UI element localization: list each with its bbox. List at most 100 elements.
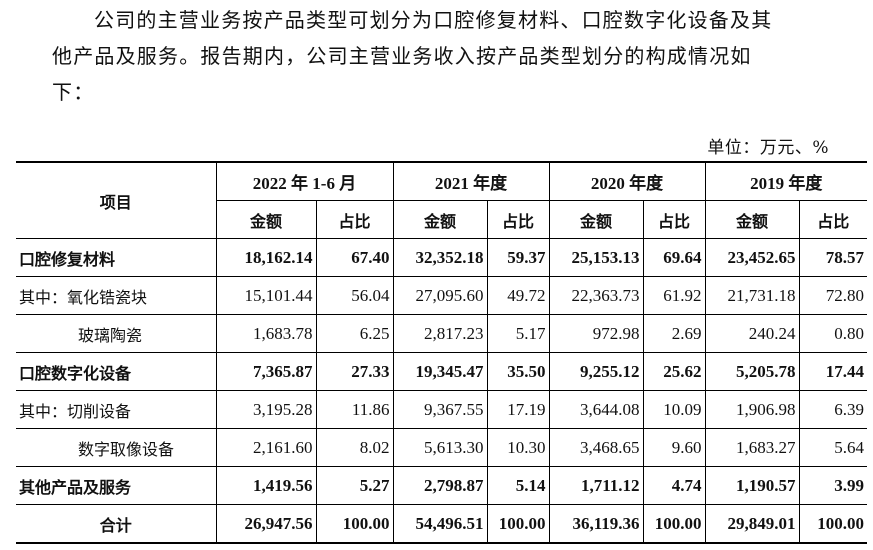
period-header: 2020 年度 xyxy=(548,161,706,201)
amount-cell: 2,798.87 xyxy=(392,466,488,505)
amount-cell: 2,817.23 xyxy=(392,314,488,353)
period-header: 2021 年度 xyxy=(392,161,550,201)
share-cell: 72.80 xyxy=(798,276,868,315)
table-row: 玻璃陶瓷 1,683.78 6.25 2,817.23 5.17 972.98 2.69 24… xyxy=(16,314,868,353)
share-cell: 5.64 xyxy=(798,428,868,467)
amount-cell: 1,906.98 xyxy=(704,390,800,429)
amount-cell: 1,711.12 xyxy=(548,466,644,505)
share-cell: 4.74 xyxy=(642,466,706,505)
table-row: 其他产品及服务 1,419.56 5.27 2,798.87 5.14 1,711.12 4… xyxy=(16,466,868,505)
amount-cell: 9,367.55 xyxy=(392,390,488,429)
share-cell: 56.04 xyxy=(315,276,394,315)
amount-cell: 15,101.44 xyxy=(215,276,317,315)
amount-cell: 240.24 xyxy=(704,314,800,353)
share-header: 占比 xyxy=(486,200,550,239)
share-cell: 78.57 xyxy=(798,238,868,277)
amount-cell: 1,190.57 xyxy=(704,466,800,505)
share-cell: 11.86 xyxy=(315,390,394,429)
share-cell: 100.00 xyxy=(315,504,394,544)
row-label: 玻璃陶瓷 xyxy=(16,314,217,353)
row-label: 口腔修复材料 xyxy=(16,238,217,277)
share-cell: 3.99 xyxy=(798,466,868,505)
amount-cell: 5,613.30 xyxy=(392,428,488,467)
unit-label: 单位：万元、% xyxy=(707,138,829,158)
row-label: 其中：氧化锆瓷块 xyxy=(16,276,217,315)
share-cell: 49.72 xyxy=(486,276,550,315)
share-cell: 6.39 xyxy=(798,390,868,429)
amount-cell: 29,849.01 xyxy=(704,504,800,544)
amount-cell: 18,162.14 xyxy=(215,238,317,277)
share-header: 占比 xyxy=(642,200,706,239)
share-cell: 6.25 xyxy=(315,314,394,353)
row-label: 其中：切削设备 xyxy=(16,390,217,429)
header-row-periods: 项目 2022 年 1-6 月 2021 年度 2020 年度 2019 年度 xyxy=(16,161,868,239)
amount-cell: 27,095.60 xyxy=(392,276,488,315)
amount-cell: 32,352.18 xyxy=(392,238,488,277)
amount-cell: 3,195.28 xyxy=(215,390,317,429)
amount-cell: 23,452.65 xyxy=(704,238,800,277)
paragraph-line-3: 下： xyxy=(52,80,95,104)
row-label: 合计 xyxy=(16,504,217,544)
amount-cell: 9,255.12 xyxy=(548,352,644,391)
amount-cell: 1,419.56 xyxy=(215,466,317,505)
amount-cell: 25,153.13 xyxy=(548,238,644,277)
amount-cell: 21,731.18 xyxy=(704,276,800,315)
paragraph-line-2: 他产品及服务。报告期内，公司主营业务收入按产品类型划分的构成情况如 xyxy=(52,44,752,68)
share-cell: 0.80 xyxy=(798,314,868,353)
amount-cell: 972.98 xyxy=(548,314,644,353)
share-cell: 10.30 xyxy=(486,428,550,467)
amount-cell: 26,947.56 xyxy=(215,504,317,544)
amount-cell: 2,161.60 xyxy=(215,428,317,467)
table-row: 口腔修复材料 18,162.14 67.40 32,352.18 59.37 25,153… xyxy=(16,238,868,277)
table-body: 口腔修复材料 18,162.14 67.40 32,352.18 59.37 25,153… xyxy=(16,238,868,544)
paragraph-line-1-text: 公司的主营业务按产品类型可划分为口腔修复材料、口腔数字化设备及其 xyxy=(94,8,773,32)
share-cell: 17.19 xyxy=(486,390,550,429)
amount-cell: 19,345.47 xyxy=(392,352,488,391)
share-cell: 10.09 xyxy=(642,390,706,429)
amount-cell: 7,365.87 xyxy=(215,352,317,391)
share-cell: 27.33 xyxy=(315,352,394,391)
share-cell: 100.00 xyxy=(486,504,550,544)
row-label: 口腔数字化设备 xyxy=(16,352,217,391)
share-cell: 61.92 xyxy=(642,276,706,315)
revenue-table: 项目 2022 年 1-6 月 2021 年度 2020 年度 2019 年度 … xyxy=(16,161,868,544)
share-cell: 5.27 xyxy=(315,466,394,505)
share-cell: 100.00 xyxy=(642,504,706,544)
share-cell: 17.44 xyxy=(798,352,868,391)
amount-cell: 36,119.36 xyxy=(548,504,644,544)
amount-cell: 5,205.78 xyxy=(704,352,800,391)
share-cell: 9.60 xyxy=(642,428,706,467)
amount-cell: 3,468.65 xyxy=(548,428,644,467)
item-header: 项目 xyxy=(16,161,217,239)
period-header: 2019 年度 xyxy=(704,161,868,201)
share-cell: 67.40 xyxy=(315,238,394,277)
share-cell: 25.62 xyxy=(642,352,706,391)
row-label: 数字取像设备 xyxy=(16,428,217,467)
table-row: 合计 26,947.56 100.00 54,496.51 100.00 36,119.3… xyxy=(16,504,868,544)
share-cell: 35.50 xyxy=(486,352,550,391)
share-cell: 100.00 xyxy=(798,504,868,544)
row-label: 其他产品及服务 xyxy=(16,466,217,505)
share-cell: 8.02 xyxy=(315,428,394,467)
table-row: 其中：氧化锆瓷块 15,101.44 56.04 27,095.60 49.72 22,3… xyxy=(16,276,868,315)
amount-cell: 1,683.27 xyxy=(704,428,800,467)
amount-header: 金额 xyxy=(704,200,800,239)
share-header: 占比 xyxy=(315,200,394,239)
table-row: 口腔数字化设备 7,365.87 27.33 19,345.47 35.50 9,255.… xyxy=(16,352,868,391)
share-cell: 5.17 xyxy=(486,314,550,353)
share-cell: 5.14 xyxy=(486,466,550,505)
share-cell: 59.37 xyxy=(486,238,550,277)
table-row: 数字取像设备 2,161.60 8.02 5,613.30 10.30 3,468.65 9… xyxy=(16,428,868,467)
amount-cell: 3,644.08 xyxy=(548,390,644,429)
intro-paragraph: 公司的主营业务按产品类型可划分为口腔修复材料、口腔数字化设备及其 他产品及服务。… xyxy=(52,2,842,110)
share-cell: 69.64 xyxy=(642,238,706,277)
amount-cell: 54,496.51 xyxy=(392,504,488,544)
amount-cell: 1,683.78 xyxy=(215,314,317,353)
amount-header: 金额 xyxy=(216,200,317,239)
table-row: 其中：切削设备 3,195.28 11.86 9,367.55 17.19 3,644.0… xyxy=(16,390,868,429)
amount-header: 金额 xyxy=(392,200,488,239)
share-header: 占比 xyxy=(798,200,868,239)
period-header: 2022 年 1-6 月 xyxy=(215,161,394,201)
share-cell: 2.69 xyxy=(642,314,706,353)
paragraph-line-1: 公司的主营业务按产品类型可划分为口腔修复材料、口腔数字化设备及其 xyxy=(52,2,842,38)
